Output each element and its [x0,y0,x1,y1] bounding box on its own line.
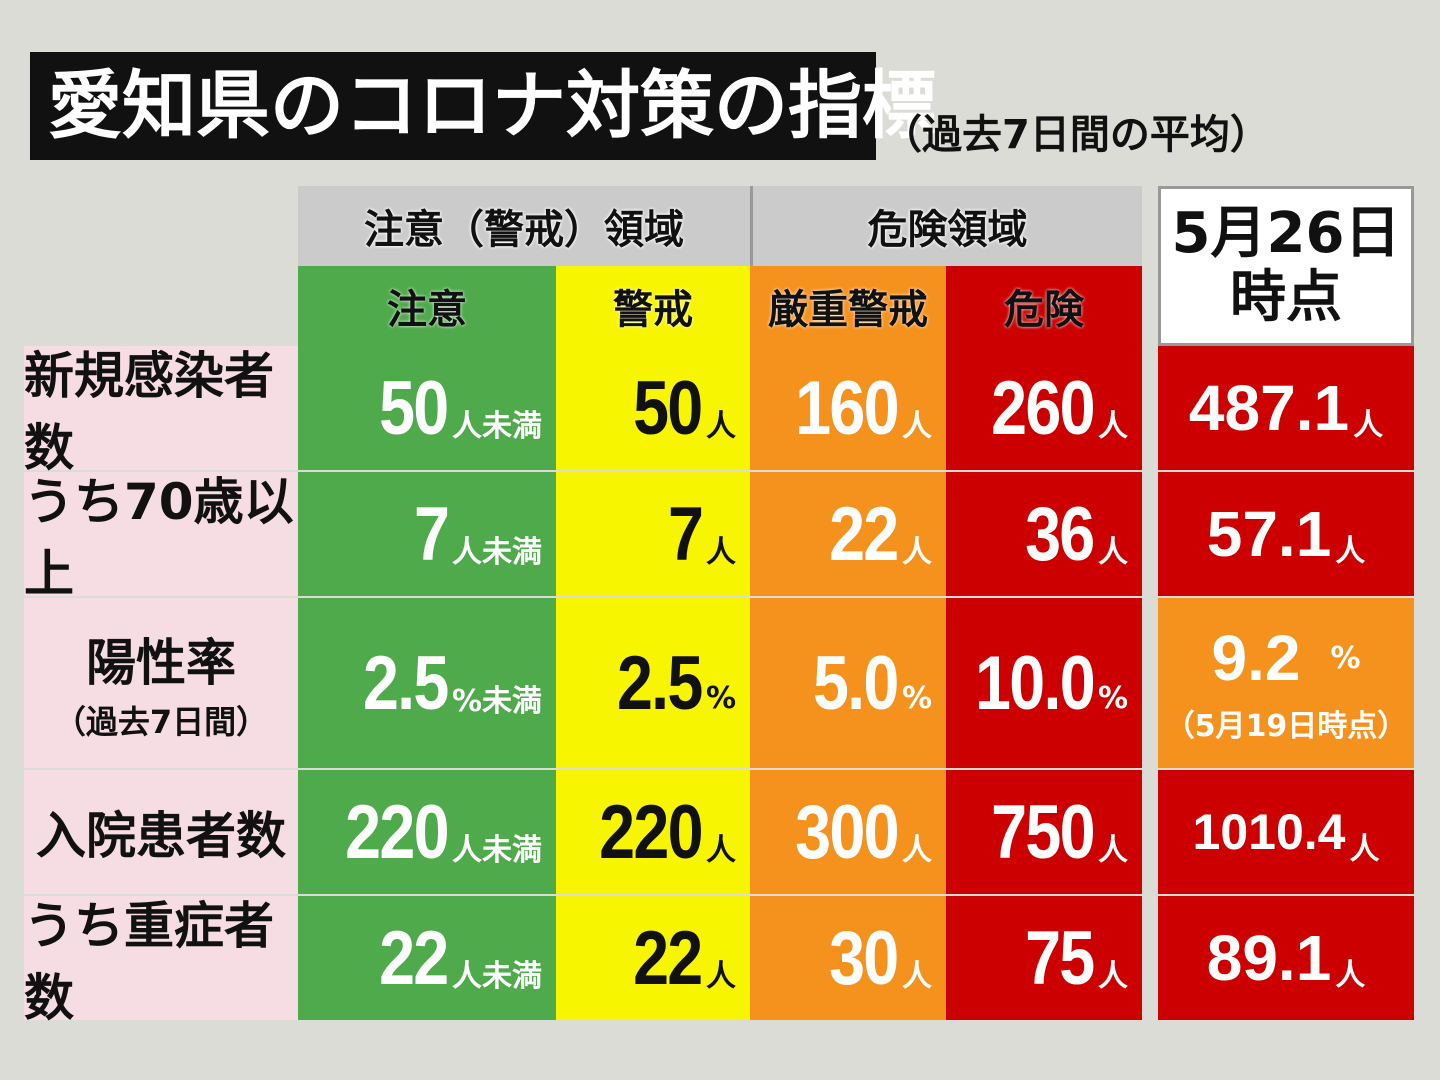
level-warning-header: 警戒 [556,266,750,346]
value-number: 22 [829,491,900,577]
row-label-text: うち70歳以上 [24,473,294,603]
current-value: 89.1 人 [1158,896,1414,1020]
value-number: 5.0 [813,640,899,726]
value-unit: 人未満 [452,959,542,994]
date-line1: 5月26日 [1171,201,1401,266]
value-unit: 人 [1098,409,1128,444]
value-unit: % [1330,640,1361,676]
row-label: 入院患者数 [24,770,298,894]
row-label-text: うち重症者数 [24,897,274,1027]
current-value: 57.1 人 [1158,472,1414,596]
current-value-note: （5月19日時点） [1164,709,1408,744]
danger-value: 260 人 [946,346,1142,470]
page-subtitle: （過去7日間の平均） [882,112,1270,158]
value-number: 9.2 [1211,622,1301,694]
value-number: 160 [795,365,899,451]
row-label-text: 新規感染者数 [24,347,274,477]
value-unit: 人未満 [452,833,542,868]
value-number: 57.1 [1206,498,1332,570]
caution-zone-header: 注意（警戒）領域 [298,186,750,266]
warning-value: 50 人 [556,346,750,470]
value-number: 30 [829,915,900,1001]
value-number: 50 [379,365,450,451]
value-unit: 人 [902,833,932,868]
value-unit: 人 [902,535,932,570]
value-unit: 人 [1349,832,1380,867]
current-value: 487.1 人 [1158,346,1414,470]
danger-value: 36 人 [946,472,1142,596]
level-caution-header: 注意 [298,266,556,346]
value-number: 75 [1025,915,1096,1001]
value-unit: 人 [706,535,736,570]
row-label: 陽性率 （過去7日間） [24,598,298,768]
value-unit: 人 [1098,959,1128,994]
value-unit: 人 [1353,408,1384,443]
value-unit: % [901,680,932,716]
value-unit: 人 [902,409,932,444]
value-number: 260 [991,365,1095,451]
severe-value: 22 人 [750,472,946,596]
date-box: 5月26日 時点 [1158,186,1414,346]
value-number: 1010.4 [1192,804,1346,860]
caution-value: 22 人未満 [298,896,556,1020]
row-label-text: 入院患者数 [36,807,286,865]
value-number: 50 [633,365,704,451]
severe-value: 5.0% [750,598,946,768]
value-number: 220 [599,789,703,875]
caution-value: 2.5 %未満 [298,598,556,768]
warning-value: 220 人 [556,770,750,894]
current-value-line: 9.2% [1211,621,1360,695]
current-value: 1010.4 人 [1158,770,1414,894]
value-unit: 人未満 [452,535,542,570]
row-sublabel-text: （過去7日間） [53,703,269,741]
row-label-text: 陽性率 [86,634,236,692]
value-unit: 人 [1098,833,1128,868]
value-number: 2.5 [617,640,703,726]
value-number: 300 [795,789,899,875]
value-number: 7 [667,491,704,577]
value-unit: 人 [706,959,736,994]
value-unit: 人 [1098,535,1128,570]
value-unit: % [705,680,736,716]
page-title: 愛知県のコロナ対策の指標 [30,52,936,160]
warning-value: 22 人 [556,896,750,1020]
value-number: 22 [633,915,704,1001]
value-number: 10.0 [975,640,1096,726]
row-label: うち重症者数 [24,896,298,1027]
danger-value: 75 人 [946,896,1142,1020]
warning-value: 2.5% [556,598,750,768]
severe-value: 300 人 [750,770,946,894]
value-number: 89.1 [1206,922,1332,994]
value-unit: 人 [1335,534,1366,569]
row-label: うち70歳以上 [24,472,298,603]
value-number: 2.5 [363,640,449,726]
value-number: 750 [991,789,1095,875]
value-number: 487.1 [1188,372,1350,444]
value-unit: 人 [706,409,736,444]
severe-value: 160 人 [750,346,946,470]
caution-value: 7 人未満 [298,472,556,596]
severe-value: 30 人 [750,896,946,1020]
level-severe-header: 厳重警戒 [750,266,946,346]
current-value: 9.2% （5月19日時点） [1158,598,1414,768]
value-number: 220 [345,789,449,875]
value-unit: 人 [706,833,736,868]
value-unit: % [1097,680,1128,716]
caution-value: 220 人未満 [298,770,556,894]
level-danger-header: 危険 [946,266,1142,346]
caution-value: 50 人未満 [298,346,556,470]
value-unit: 人未満 [452,409,542,444]
value-number: 36 [1025,491,1096,577]
danger-value: 750 人 [946,770,1142,894]
value-unit: 人 [1335,958,1366,993]
value-unit: 人 [902,959,932,994]
danger-value: 10.0% [946,598,1142,768]
value-number: 7 [413,491,450,577]
danger-zone-header: 危険領域 [750,186,1142,266]
value-unit: %未満 [451,684,542,719]
date-line2: 時点 [1230,265,1342,330]
value-number: 22 [379,915,450,1001]
row-label: 新規感染者数 [24,346,298,477]
